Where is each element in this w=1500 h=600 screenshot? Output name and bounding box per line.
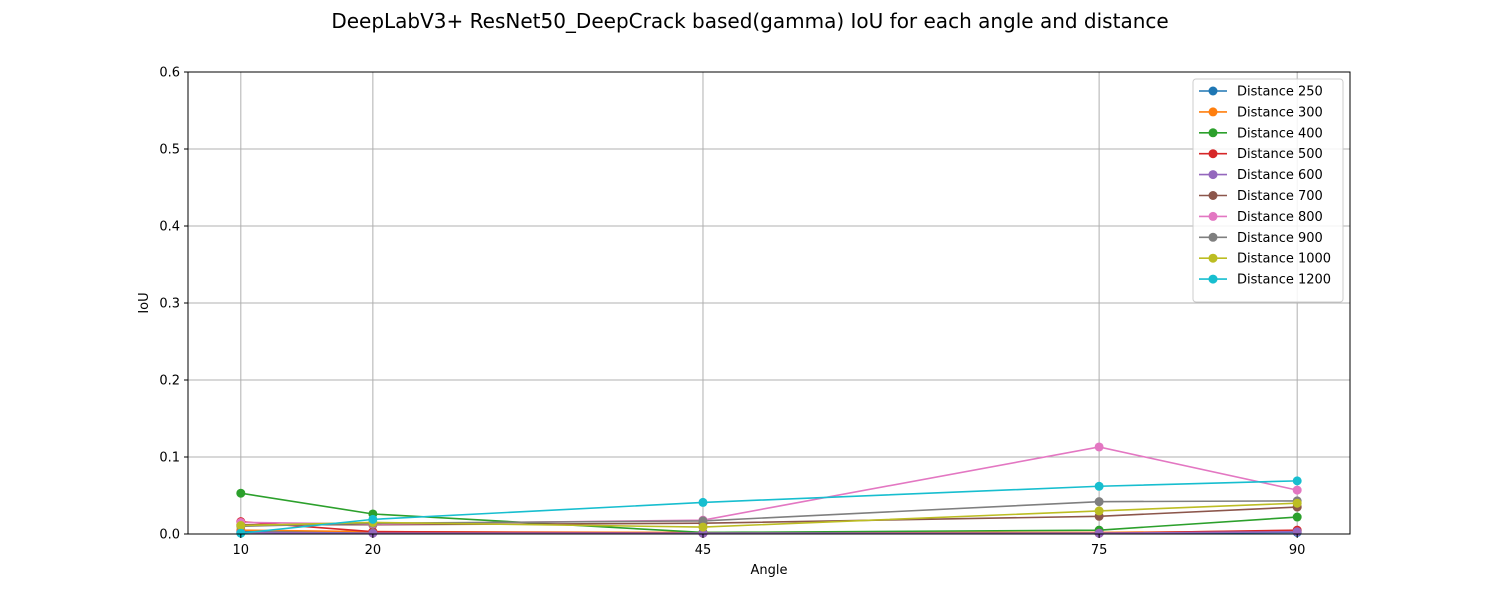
- data-point: [1094, 481, 1104, 491]
- series-points: [236, 442, 1302, 538]
- y-tick-label: 0.5: [159, 143, 180, 158]
- data-point: [1094, 442, 1104, 452]
- legend-label: Distance 250: [1237, 85, 1323, 100]
- x-axis-label: Angle: [751, 563, 788, 578]
- data-point: [1094, 528, 1104, 538]
- data-point: [698, 516, 708, 526]
- x-tick-label: 10: [233, 543, 250, 558]
- y-tick-label: 0.2: [159, 374, 180, 389]
- data-point: [698, 497, 708, 507]
- legend-marker: [1208, 170, 1218, 180]
- data-point: [1292, 485, 1302, 495]
- x-tick-label: 20: [365, 543, 382, 558]
- legend-label: Distance 700: [1237, 189, 1323, 204]
- data-point: [236, 528, 246, 538]
- legend-label: Distance 500: [1237, 147, 1323, 162]
- grid-lines: [188, 71, 1350, 535]
- y-tick-label: 0.4: [159, 220, 180, 235]
- series-lines: [240, 446, 1298, 535]
- data-point: [698, 522, 708, 532]
- legend-marker: [1208, 253, 1218, 263]
- data-point: [236, 521, 246, 531]
- legend-label: Distance 1000: [1237, 252, 1331, 267]
- data-point: [1292, 512, 1302, 522]
- data-point: [1292, 498, 1302, 508]
- legend-box: [1192, 78, 1344, 303]
- data-point: [368, 528, 378, 538]
- legend-label: Distance 1200: [1237, 273, 1331, 288]
- legend: Distance 250 Distance 300 Distance 400 Dist…: [1192, 78, 1344, 303]
- legend-marker: [1208, 86, 1218, 96]
- data-point: [236, 488, 246, 498]
- legend-label: Distance 600: [1237, 168, 1323, 183]
- legend-label: Distance 900: [1237, 231, 1323, 246]
- y-tick-label: 0.3: [159, 297, 180, 312]
- legend-label: Distance 800: [1237, 210, 1323, 225]
- x-tick-label: 75: [1091, 543, 1108, 558]
- legend-marker: [1208, 107, 1218, 117]
- y-tick-label: 0.6: [159, 66, 180, 81]
- y-tick-label: 0.0: [159, 528, 180, 543]
- legend-marker: [1208, 232, 1218, 242]
- y-axis-label: IoU: [137, 292, 152, 313]
- legend-label: Distance 400: [1237, 126, 1323, 141]
- x-tick-label: 90: [1289, 543, 1306, 558]
- x-tick-label: 45: [695, 543, 712, 558]
- data-point: [368, 514, 378, 524]
- legend-marker: [1208, 191, 1218, 200]
- legend-marker: [1208, 211, 1218, 221]
- axis-ticks: 10 20 45 75 90 0.0 0.1 0.2 0.3 0.4 0.5 0.6: [159, 66, 1305, 559]
- legend-label: Distance 300: [1237, 105, 1323, 120]
- legend-marker: [1208, 128, 1218, 138]
- data-point: [1094, 506, 1104, 516]
- chart-title: DeepLabV3+ ResNet50_DeepCrack based(gamm…: [331, 9, 1168, 33]
- legend-marker: [1208, 274, 1218, 284]
- data-point: [698, 528, 708, 538]
- data-point: [1094, 497, 1104, 507]
- y-tick-label: 0.1: [159, 451, 180, 466]
- legend-marker: [1208, 149, 1218, 159]
- data-point: [1292, 476, 1302, 486]
